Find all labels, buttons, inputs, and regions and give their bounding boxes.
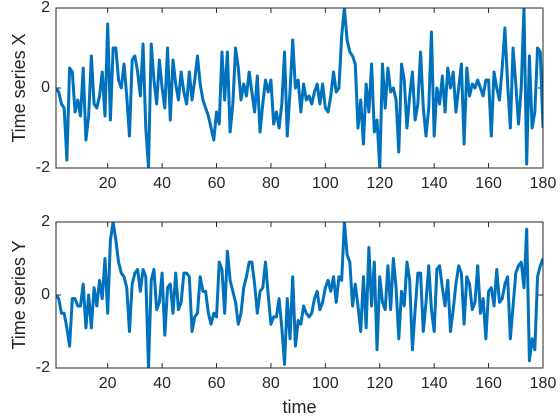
axes-box (55, 221, 544, 369)
x-tick-label: 120 (366, 375, 393, 392)
x-tick-label: 140 (421, 175, 448, 192)
x-tick-label: 100 (312, 175, 339, 192)
y-tick-label: -2 (36, 159, 50, 176)
axes-box (55, 7, 544, 169)
x-tick-label: 100 (312, 375, 339, 392)
x-tick-label: 80 (262, 175, 280, 192)
y-tick-label: 0 (41, 286, 50, 303)
x-tick-label: 160 (475, 175, 502, 192)
x-tick-label: 180 (530, 175, 557, 192)
x-tick-label: 20 (99, 175, 117, 192)
x-tick-label: 40 (153, 175, 171, 192)
series-line (56, 222, 543, 368)
x-tick-label: 20 (99, 375, 117, 392)
y-tick-label: 2 (41, 0, 50, 16)
x-tick-label: 60 (208, 375, 226, 392)
y-tick-label: 0 (41, 79, 50, 96)
y-axis-label: Time series Y (9, 240, 29, 349)
x-tick-label: 80 (262, 375, 280, 392)
y-axis-label: Time series X (9, 33, 29, 142)
x-tick-label: 140 (421, 375, 448, 392)
series-line (56, 8, 543, 168)
x-tick-label: 60 (208, 175, 226, 192)
y-tick-label: 2 (41, 213, 50, 230)
x-tick-label: 40 (153, 375, 171, 392)
y-tick-label: -2 (36, 359, 50, 376)
x-tick-label: 180 (530, 375, 557, 392)
x-tick-label: 160 (475, 375, 502, 392)
x-axis-label: time (282, 397, 316, 417)
x-tick-label: 120 (366, 175, 393, 192)
